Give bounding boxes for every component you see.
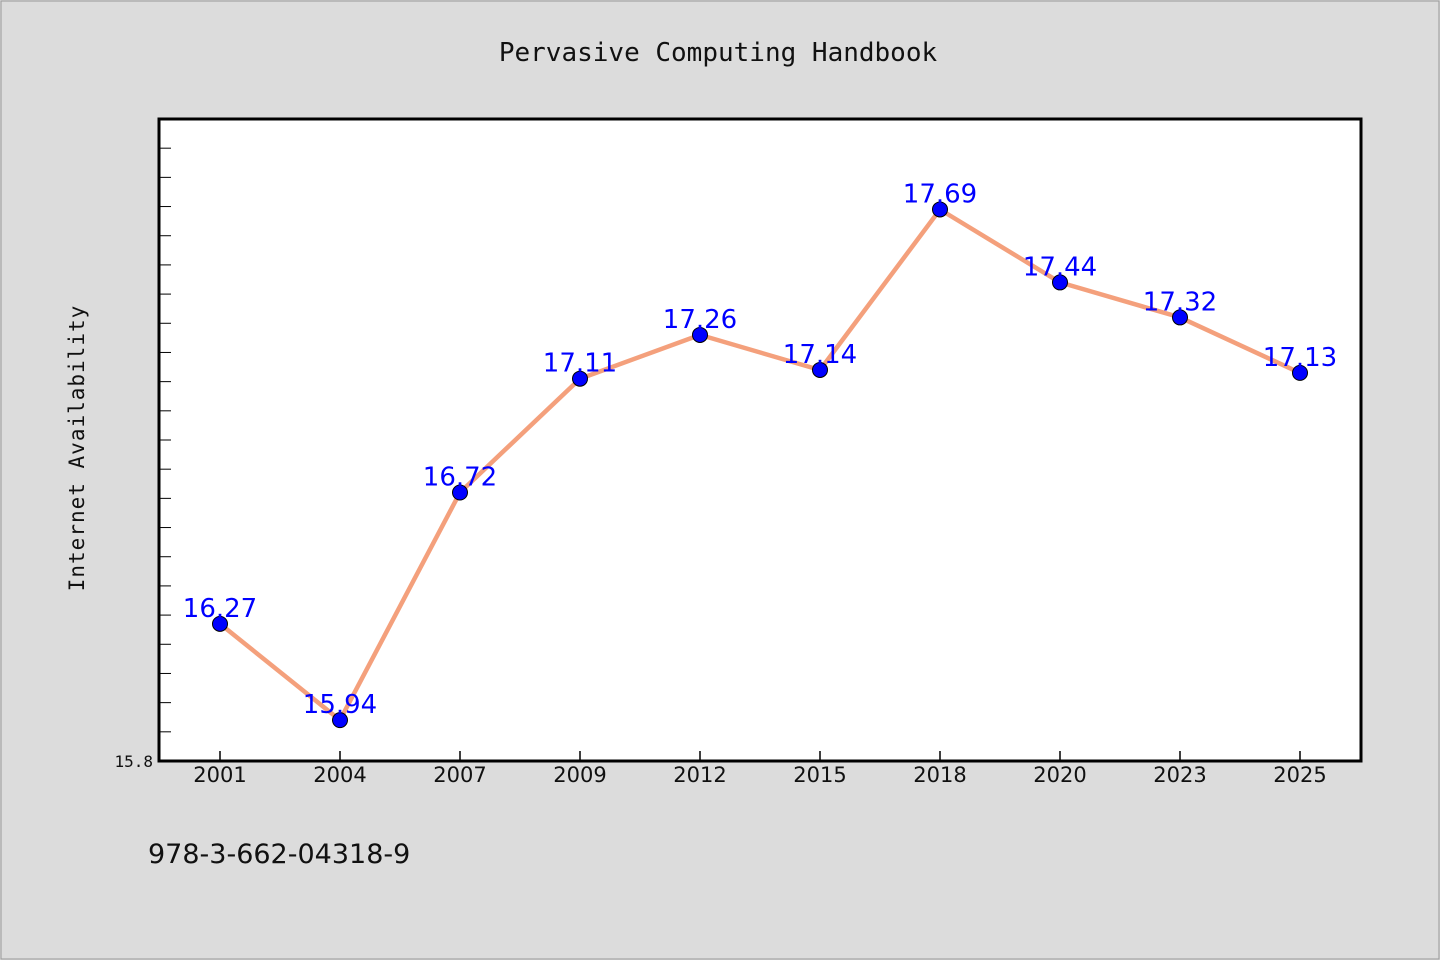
x-tick-label: 2004 <box>313 763 366 787</box>
data-labels-group: 16.27 15.94 16.72 17.11 17.26 17.14 17.69 17.44… <box>183 179 1337 720</box>
data-point-marker <box>572 370 588 387</box>
data-point-marker <box>812 361 828 378</box>
data-label: 17.14 <box>783 340 857 370</box>
data-point-marker <box>332 712 348 729</box>
data-label: 17.69 <box>903 179 977 209</box>
y-axis-ticks <box>159 147 171 733</box>
data-point-marker <box>452 484 468 501</box>
y-tick-label: 15.8 <box>114 752 153 771</box>
x-tick-label: 2012 <box>673 763 726 787</box>
series-line <box>218 207 1301 723</box>
data-point-marker <box>1172 309 1188 326</box>
isbn-text: 978-3-662-04318-9 <box>148 839 410 870</box>
data-label: 16.27 <box>183 594 257 624</box>
x-tick-labels-group: 2001 2004 2007 2009 2012 2015 2018 2020 2023 2025 <box>193 763 1326 787</box>
x-tick-label: 2001 <box>193 763 246 787</box>
x-tick-label: 2023 <box>1153 763 1206 787</box>
chart-title: Pervasive Computing Handbook <box>499 38 938 68</box>
x-tick-label: 2025 <box>1273 763 1326 787</box>
data-label: 15.94 <box>303 690 377 720</box>
data-point-marker <box>932 201 948 218</box>
x-tick-label: 2018 <box>913 763 966 787</box>
data-label: 17.44 <box>1023 252 1097 282</box>
data-point-marker <box>1052 274 1068 291</box>
x-tick-label: 2009 <box>553 763 606 787</box>
plot-area <box>157 117 1363 763</box>
data-point-marker <box>1292 364 1308 381</box>
data-label: 17.26 <box>663 305 737 335</box>
data-label: 17.13 <box>1263 343 1337 373</box>
x-tick-label: 2020 <box>1033 763 1086 787</box>
x-axis-ticks <box>219 751 1301 761</box>
series-markers-group <box>212 201 1308 729</box>
x-tick-label: 2007 <box>433 763 486 787</box>
data-point-marker <box>692 326 708 343</box>
data-point-marker <box>212 615 228 632</box>
data-label: 17.11 <box>543 349 617 379</box>
x-tick-label: 2015 <box>793 763 846 787</box>
data-label: 16.72 <box>423 463 497 493</box>
y-axis-label: Internet Availability <box>65 305 89 592</box>
series-line-group <box>218 207 1301 723</box>
data-label: 17.32 <box>1143 287 1217 317</box>
